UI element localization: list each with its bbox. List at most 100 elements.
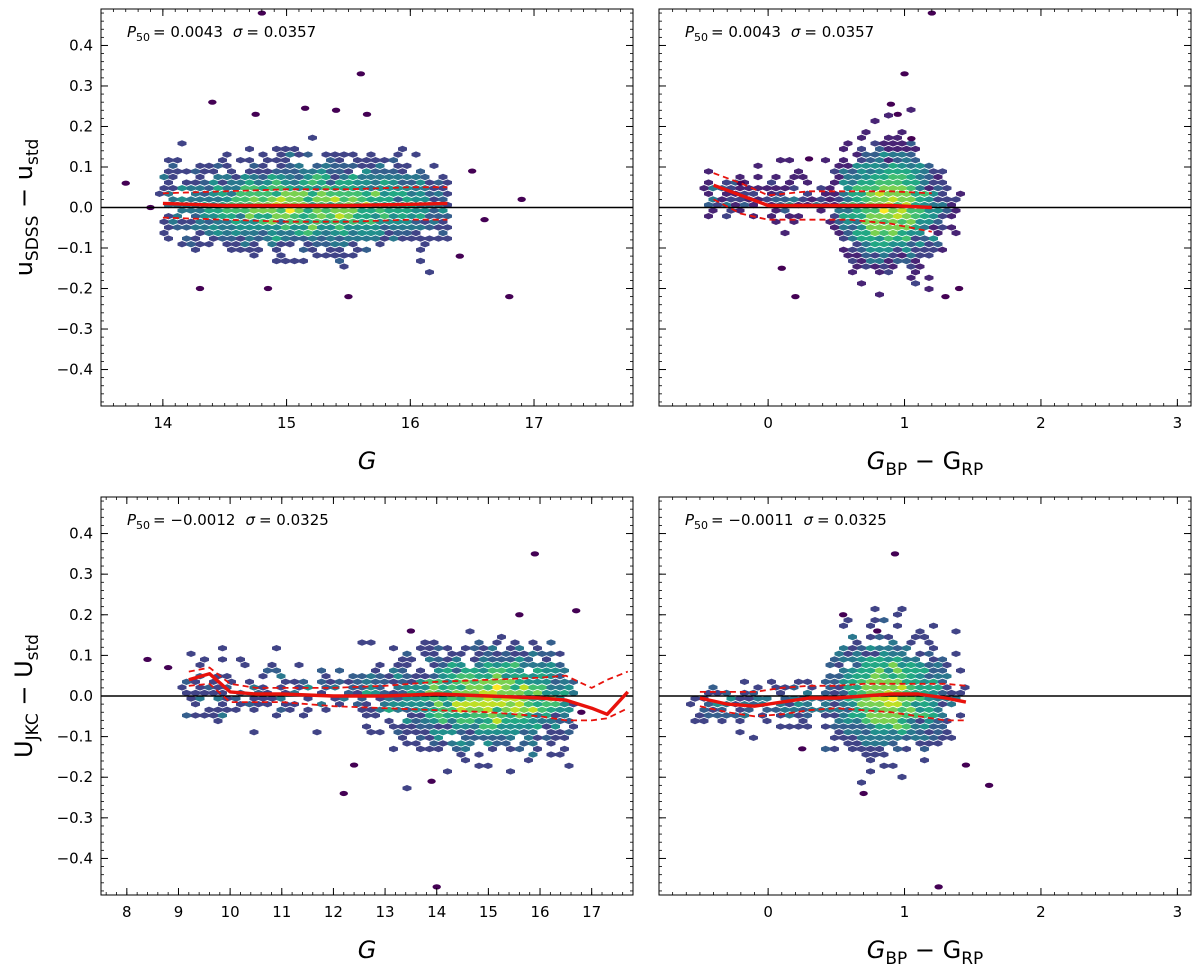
hexbin-cell (875, 291, 884, 298)
hexbin-cell (420, 717, 430, 725)
hexbin-cell (519, 661, 529, 669)
hexbin-cell (389, 667, 398, 674)
hexbin-cell (893, 701, 902, 708)
hexbin-cell (213, 207, 223, 214)
hexbin-cell (884, 269, 893, 276)
hexbin-cell (456, 740, 466, 747)
hexbin-cell (389, 168, 398, 175)
hexbin-cell (542, 734, 551, 741)
hexbin-cell (735, 196, 745, 203)
hexbin-cell (398, 168, 407, 175)
hexbin-cell (942, 673, 952, 680)
y-tick-label: −0.1 (57, 239, 93, 257)
hexbin-cell (915, 684, 925, 691)
hexbin-cell (321, 196, 331, 203)
outlier-point (838, 612, 848, 618)
hexbin-cell (888, 740, 898, 747)
hexbin-cell (879, 661, 889, 669)
hexbin-cell (803, 179, 812, 186)
hexbin-cell (308, 224, 317, 231)
hexbin-cell (159, 229, 169, 237)
hexbin-cell (375, 218, 385, 225)
hexbin-cell (218, 213, 227, 220)
hexbin-cell (857, 235, 866, 242)
hexbin-cell (546, 673, 556, 680)
hexbin-cell (524, 734, 533, 741)
hexbin-cell (281, 224, 290, 231)
hexbin-cell (848, 246, 857, 253)
hexbin-cell (492, 729, 502, 736)
hexbin-cell (870, 751, 880, 758)
hexbin-cell (551, 701, 560, 708)
hexbin-cell (447, 661, 457, 669)
hexbin-cell (501, 740, 511, 747)
hexbin-cell (884, 145, 893, 153)
hexbin-cell (195, 162, 205, 169)
hexbin-cell (884, 712, 893, 719)
hexbin-cell (312, 173, 322, 181)
hexbin-cell (443, 190, 452, 197)
hexbin-cell (380, 678, 389, 685)
hexbin-cell (425, 712, 434, 719)
hexbin-cell (834, 673, 844, 680)
hexbin-cell (420, 639, 430, 646)
hexbin-cell (830, 723, 839, 730)
hexbin-cell (281, 213, 290, 220)
hexbin-cell (888, 729, 898, 736)
hexbin-cell (551, 734, 560, 741)
hexbin-cell (542, 678, 551, 685)
hexbin-cell (317, 701, 326, 708)
hexbin-cell (884, 723, 893, 730)
hexbin-cell (339, 151, 349, 158)
hexbin-cell (411, 229, 421, 237)
hexbin-cell (182, 689, 191, 697)
hexbin-cell (263, 157, 272, 164)
outlier-point (356, 71, 366, 77)
hexbin-cell (510, 650, 520, 657)
hexbin-cell (290, 224, 299, 231)
hexbin-cell (839, 213, 848, 220)
hexbin-cell (294, 661, 304, 669)
hexbin-cell (209, 168, 218, 175)
hexbin-cell (897, 196, 907, 203)
hexbin-cell (951, 628, 961, 635)
hexbin-cell (843, 673, 853, 680)
hexbin-cell (897, 673, 907, 680)
hexbin-cell (200, 213, 209, 220)
hexbin-cell (848, 723, 857, 730)
hexbin-cell (794, 168, 803, 175)
hexbin-cell (407, 723, 416, 730)
hexbin-cell (497, 689, 506, 697)
hexbin-cell (425, 701, 434, 708)
hexbin-cell (362, 235, 371, 242)
hexbin-cell (830, 678, 839, 685)
hexbin-cell (830, 190, 839, 197)
hexbin-cell (533, 701, 542, 708)
hexbin-cell (825, 661, 835, 669)
hexbin-cell (438, 207, 448, 214)
hexbin-cell (267, 695, 277, 702)
hexbin-cell (506, 768, 515, 775)
hexbin-cell (245, 190, 254, 197)
hexbin-cell (335, 678, 344, 685)
hexbin-cell (524, 656, 533, 663)
hexbin-cell (870, 196, 880, 203)
hexbin-cell (857, 779, 866, 786)
series-lower (162, 216, 448, 223)
hexbin-cell (447, 684, 457, 691)
hexbin-cell (753, 162, 763, 169)
outlier-point (505, 294, 514, 300)
hexbin-cell (438, 684, 448, 691)
hexbin-cell (425, 235, 434, 242)
hexbin-cell (195, 173, 205, 181)
hexbin-cell (429, 684, 439, 691)
hexbin-cell (510, 684, 520, 691)
hexbin-cell (159, 218, 169, 225)
hexbin-cell (461, 667, 470, 674)
hexbin-cell (339, 241, 349, 248)
hexbin-cell (456, 729, 466, 736)
hexbin-cell (857, 645, 866, 652)
hexbin-cell (938, 656, 947, 663)
hexbin-cell (245, 168, 254, 175)
hexbin-cell (443, 235, 452, 242)
